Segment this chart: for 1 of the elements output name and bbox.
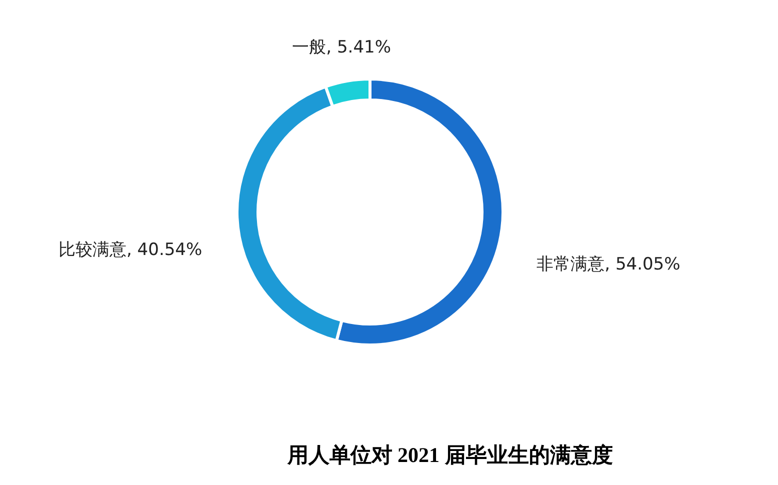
- text: 用人单位对 2021 届毕业生的满意度: [286, 443, 613, 467]
